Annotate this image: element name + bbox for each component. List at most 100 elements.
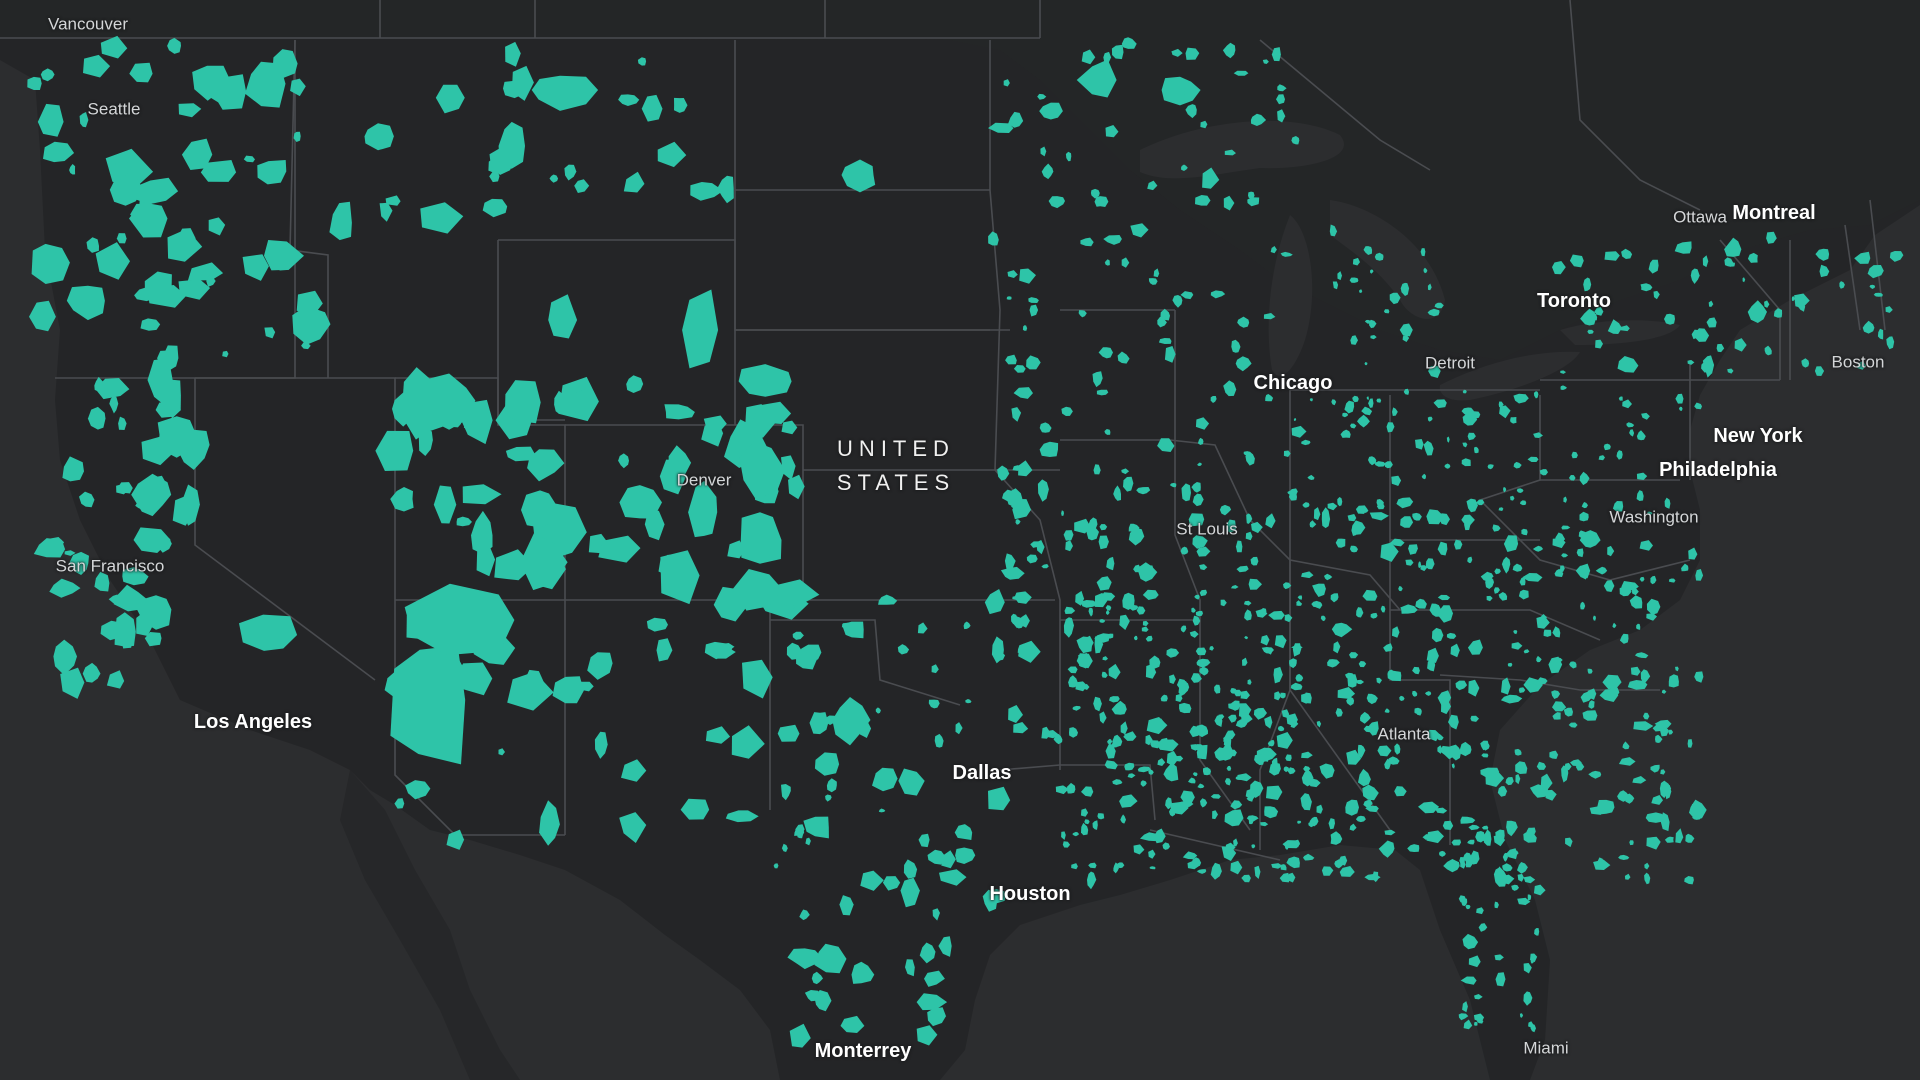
highlighted-region [1335,708,1343,717]
highlighted-region [792,631,804,640]
highlighted-region [1301,693,1312,704]
highlighted-region [1268,610,1285,620]
highlighted-region [66,285,105,321]
city-label-new-york: New York [1713,425,1803,447]
highlighted-region [418,428,433,456]
highlighted-region [1869,284,1876,289]
highlighted-region [619,812,647,843]
highlighted-region [1694,671,1704,683]
highlighted-region [1687,360,1695,365]
highlighted-region [1293,418,1297,421]
highlighted-region [1277,109,1286,123]
city-label-los-angeles: Los Angeles [193,711,313,733]
highlighted-region [1188,513,1205,527]
highlighted-region [1037,93,1047,100]
highlighted-region [1176,678,1188,690]
highlighted-region [264,327,276,339]
highlighted-region [1446,436,1450,443]
highlighted-region [1618,854,1630,860]
highlighted-region [1576,548,1584,558]
highlighted-region [1626,422,1635,428]
highlighted-region [1460,816,1476,824]
highlighted-region [1444,463,1451,469]
highlighted-region [1111,44,1124,60]
highlighted-region [939,869,967,886]
highlighted-region [905,959,915,977]
highlighted-region [1121,257,1130,268]
highlighted-region [1640,669,1651,685]
highlighted-region [1292,643,1302,657]
highlighted-region [1766,231,1777,244]
highlighted-region [1223,736,1230,742]
highlighted-region [1241,874,1251,883]
highlighted-region [1514,748,1522,756]
highlighted-region [1094,636,1104,654]
highlighted-region [1335,538,1346,548]
highlighted-region [1460,860,1466,869]
highlighted-region [79,491,95,508]
highlighted-region [1716,343,1725,353]
highlighted-region [1185,104,1197,119]
highlighted-region [580,681,594,692]
highlighted-region [1319,763,1335,779]
highlighted-region [1170,801,1189,815]
highlighted-region [1364,362,1368,366]
highlighted-region [1308,821,1315,828]
highlighted-region [1048,196,1065,209]
highlighted-region [1187,860,1200,870]
highlighted-region [222,350,229,358]
highlighted-region [548,294,578,339]
highlighted-region [1097,813,1105,820]
highlighted-region [682,289,719,369]
highlighted-region [900,877,920,908]
highlighted-region [1579,471,1590,486]
highlighted-region [872,767,898,792]
highlighted-region [1228,714,1237,723]
highlighted-region [1113,485,1121,501]
highlighted-region [1349,823,1357,831]
highlighted-region [1660,812,1670,832]
highlighted-region [1458,1013,1469,1021]
highlighted-region [1309,398,1313,402]
highlighted-region [1503,487,1507,493]
highlighted-region [1503,535,1519,552]
highlighted-region [1248,578,1262,590]
highlighted-region [1224,809,1244,827]
highlighted-region [1013,365,1026,373]
highlighted-region [1386,422,1395,433]
highlighted-region [1644,862,1650,870]
highlighted-region [984,589,1005,615]
highlighted-region [1687,739,1693,748]
highlighted-region [29,300,56,332]
highlighted-region [982,889,998,912]
highlighted-region [1274,635,1287,649]
highlighted-region [664,404,695,420]
highlighted-region [1194,724,1208,738]
highlighted-region [1350,335,1358,345]
highlighted-region [1467,556,1473,564]
highlighted-region [1476,907,1484,915]
highlighted-region [1084,819,1090,825]
highlighted-region [781,843,788,852]
highlighted-region [903,859,918,879]
highlighted-region [1081,786,1094,797]
highlighted-region [1644,872,1651,885]
highlighted-region [1103,235,1122,245]
highlighted-region [809,712,829,735]
highlighted-region [1485,575,1494,589]
highlighted-region [1210,396,1217,403]
highlighted-region [1439,850,1446,857]
highlighted-region [1455,680,1468,691]
highlighted-region [1195,195,1211,206]
highlighted-region [1515,774,1521,785]
highlighted-region [1431,627,1444,643]
highlighted-region [1361,406,1373,416]
highlighted-region [1134,635,1138,641]
highlighted-region [1366,396,1369,401]
highlighted-region [1619,633,1629,644]
highlighted-region [1164,346,1176,363]
highlighted-region [1113,862,1119,874]
highlighted-region [1446,632,1457,639]
highlighted-region [40,68,55,82]
